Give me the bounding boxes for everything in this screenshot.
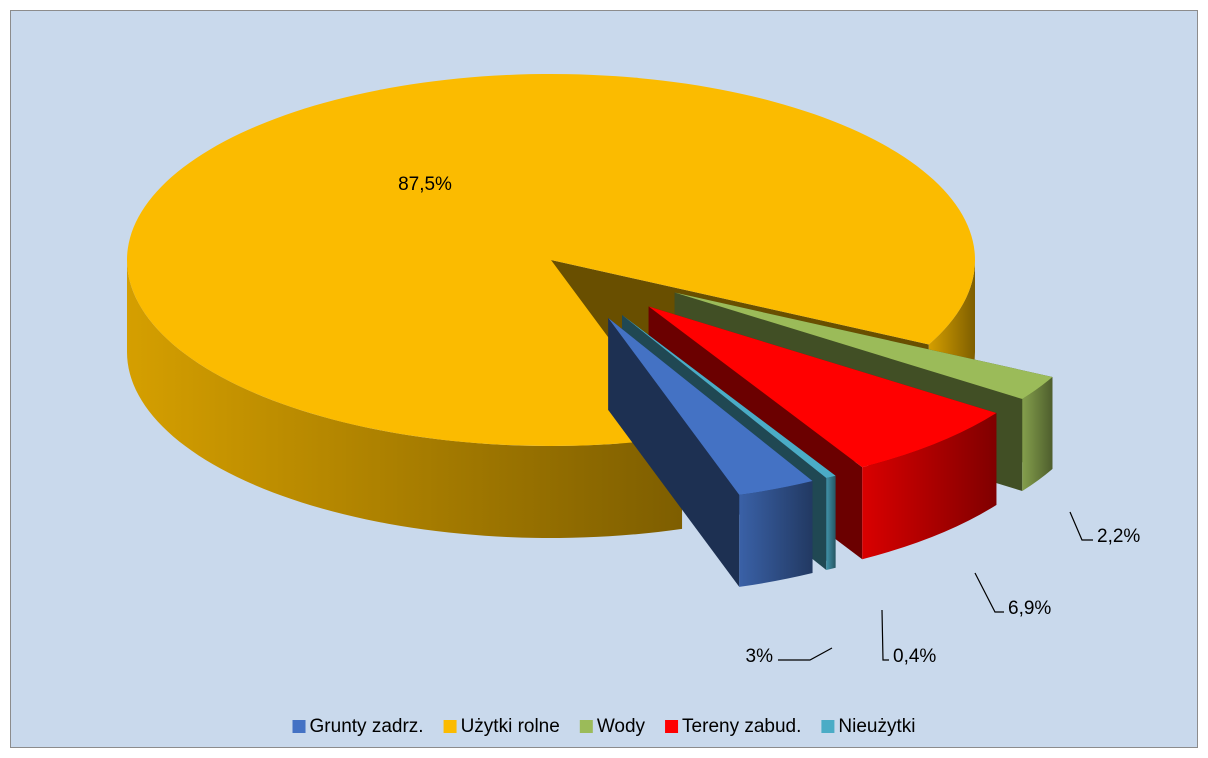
leader-line <box>881 609 889 661</box>
legend: Grunty zadrz. Użytki rolne Wody Tereny zabu… <box>292 716 915 737</box>
legend-label: Tereny zabud. <box>682 716 801 737</box>
data-label: 87,5% <box>398 174 452 195</box>
data-label: 3% <box>746 646 774 667</box>
legend-label: Grunty zadrz. <box>310 716 424 737</box>
legend-label: Wody <box>597 716 646 737</box>
slice <box>622 315 836 479</box>
slice <box>126 74 976 446</box>
legend-swatch <box>665 720 679 733</box>
legend-label: Użytki rolne <box>461 716 560 737</box>
slice <box>648 306 997 468</box>
leader-line <box>1069 511 1093 541</box>
data-label: 0,4% <box>893 646 936 667</box>
leader-line <box>974 572 1004 613</box>
data-labels: 3% 87,5% 2,2% 6,9% 0,4% <box>398 174 1140 667</box>
data-label: 6,9% <box>1008 598 1051 619</box>
slice-side <box>862 412 997 560</box>
slice-side <box>127 260 683 538</box>
legend-swatch <box>579 720 593 733</box>
data-label: 2,2% <box>1097 526 1140 547</box>
leader-line <box>778 647 833 661</box>
slice <box>674 292 1053 400</box>
legend-swatch <box>821 720 835 733</box>
legend-swatch <box>443 720 457 733</box>
slice <box>608 318 813 495</box>
legend-label: Nieużytki <box>838 716 915 737</box>
slice-face <box>608 318 740 587</box>
slice-side <box>1022 376 1053 492</box>
legend-swatch <box>292 720 306 733</box>
slice-side <box>739 481 813 587</box>
slice-side <box>826 475 836 571</box>
pie <box>126 74 1053 587</box>
